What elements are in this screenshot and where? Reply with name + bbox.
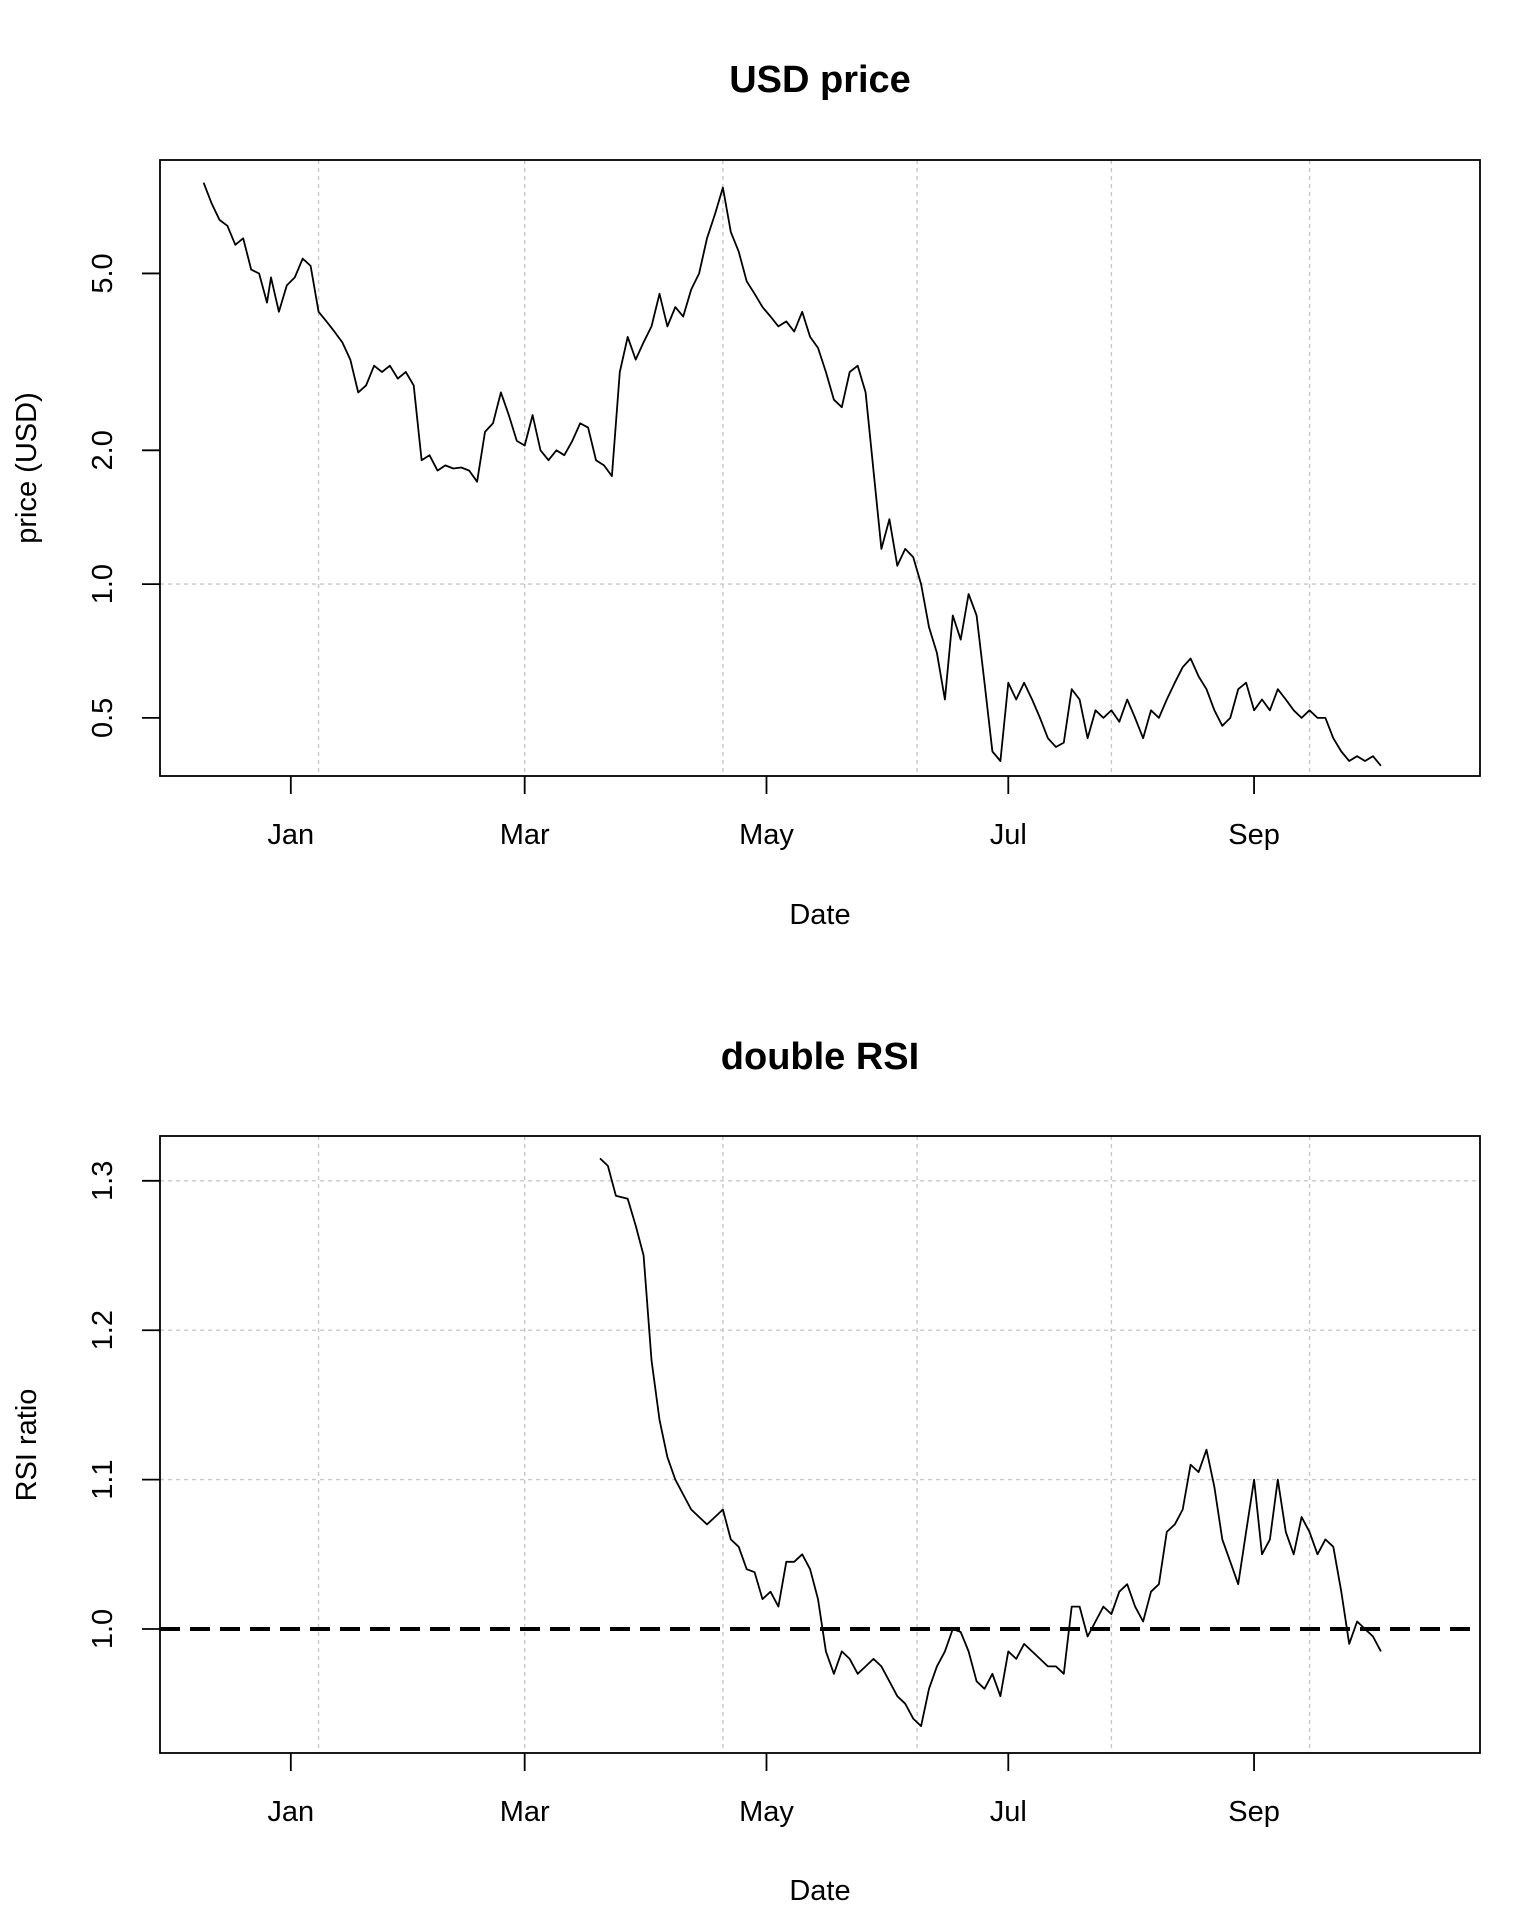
chart-usd-price: USD price Jan Mar May Jul Sep 0.5 1.0 2.0 5.0 D…: [11, 59, 1481, 931]
series-layer: [202, 182, 1382, 767]
x-tick-label: Mar: [500, 1796, 550, 1828]
y-tick-label: 1.0: [87, 1609, 119, 1649]
x-tick-label: Mar: [500, 819, 550, 851]
x-tick-label: Jul: [990, 819, 1027, 851]
x-tick-label: Sep: [1228, 1796, 1280, 1828]
x-tick-label: Sep: [1228, 819, 1280, 851]
x-tick-label: Jan: [267, 819, 314, 851]
x-tick-label: Jul: [990, 1796, 1027, 1828]
y-axis-label: RSI ratio: [11, 1389, 43, 1502]
y-tick-label: 0.5: [87, 698, 119, 738]
y-tick-label: 1.2: [87, 1310, 119, 1350]
x-axis: Jan Mar May Jul Sep: [267, 776, 1280, 851]
x-tick-label: May: [739, 819, 794, 851]
series-line: [599, 1157, 1382, 1727]
y-tick-label: 5.0: [87, 253, 119, 293]
plot-frame: [159, 159, 1481, 777]
y-axis-label: price (USD): [11, 392, 43, 543]
x-tick-label: Jan: [267, 1796, 314, 1828]
x-tick-label: May: [739, 1796, 794, 1828]
y-tick-label: 1.1: [87, 1459, 119, 1499]
series-line: [202, 182, 1382, 767]
x-axis-label: Date: [789, 1875, 850, 1907]
x-axis-label: Date: [789, 899, 850, 931]
y-tick-label: 2.0: [87, 430, 119, 470]
x-axis: Jan Mar May Jul Sep: [267, 1753, 1280, 1828]
y-tick-label: 1.3: [87, 1161, 119, 1201]
chart-title: double RSI: [721, 1036, 919, 1078]
y-tick-label: 1.0: [87, 564, 119, 604]
chart-title: USD price: [729, 59, 911, 101]
grid: [160, 160, 1480, 776]
chart-double-rsi: double RSI Jan Mar May Jul Sep 1.01.11.21.3 …: [11, 1036, 1481, 1907]
plot-frame: [159, 1135, 1481, 1754]
series-layer: [599, 1157, 1382, 1727]
grid: [160, 1136, 1480, 1753]
y-axis: 0.5 1.0 2.0 5.0: [87, 253, 160, 738]
y-axis: 1.0 1.1 1.2 1.3: [87, 1161, 160, 1649]
